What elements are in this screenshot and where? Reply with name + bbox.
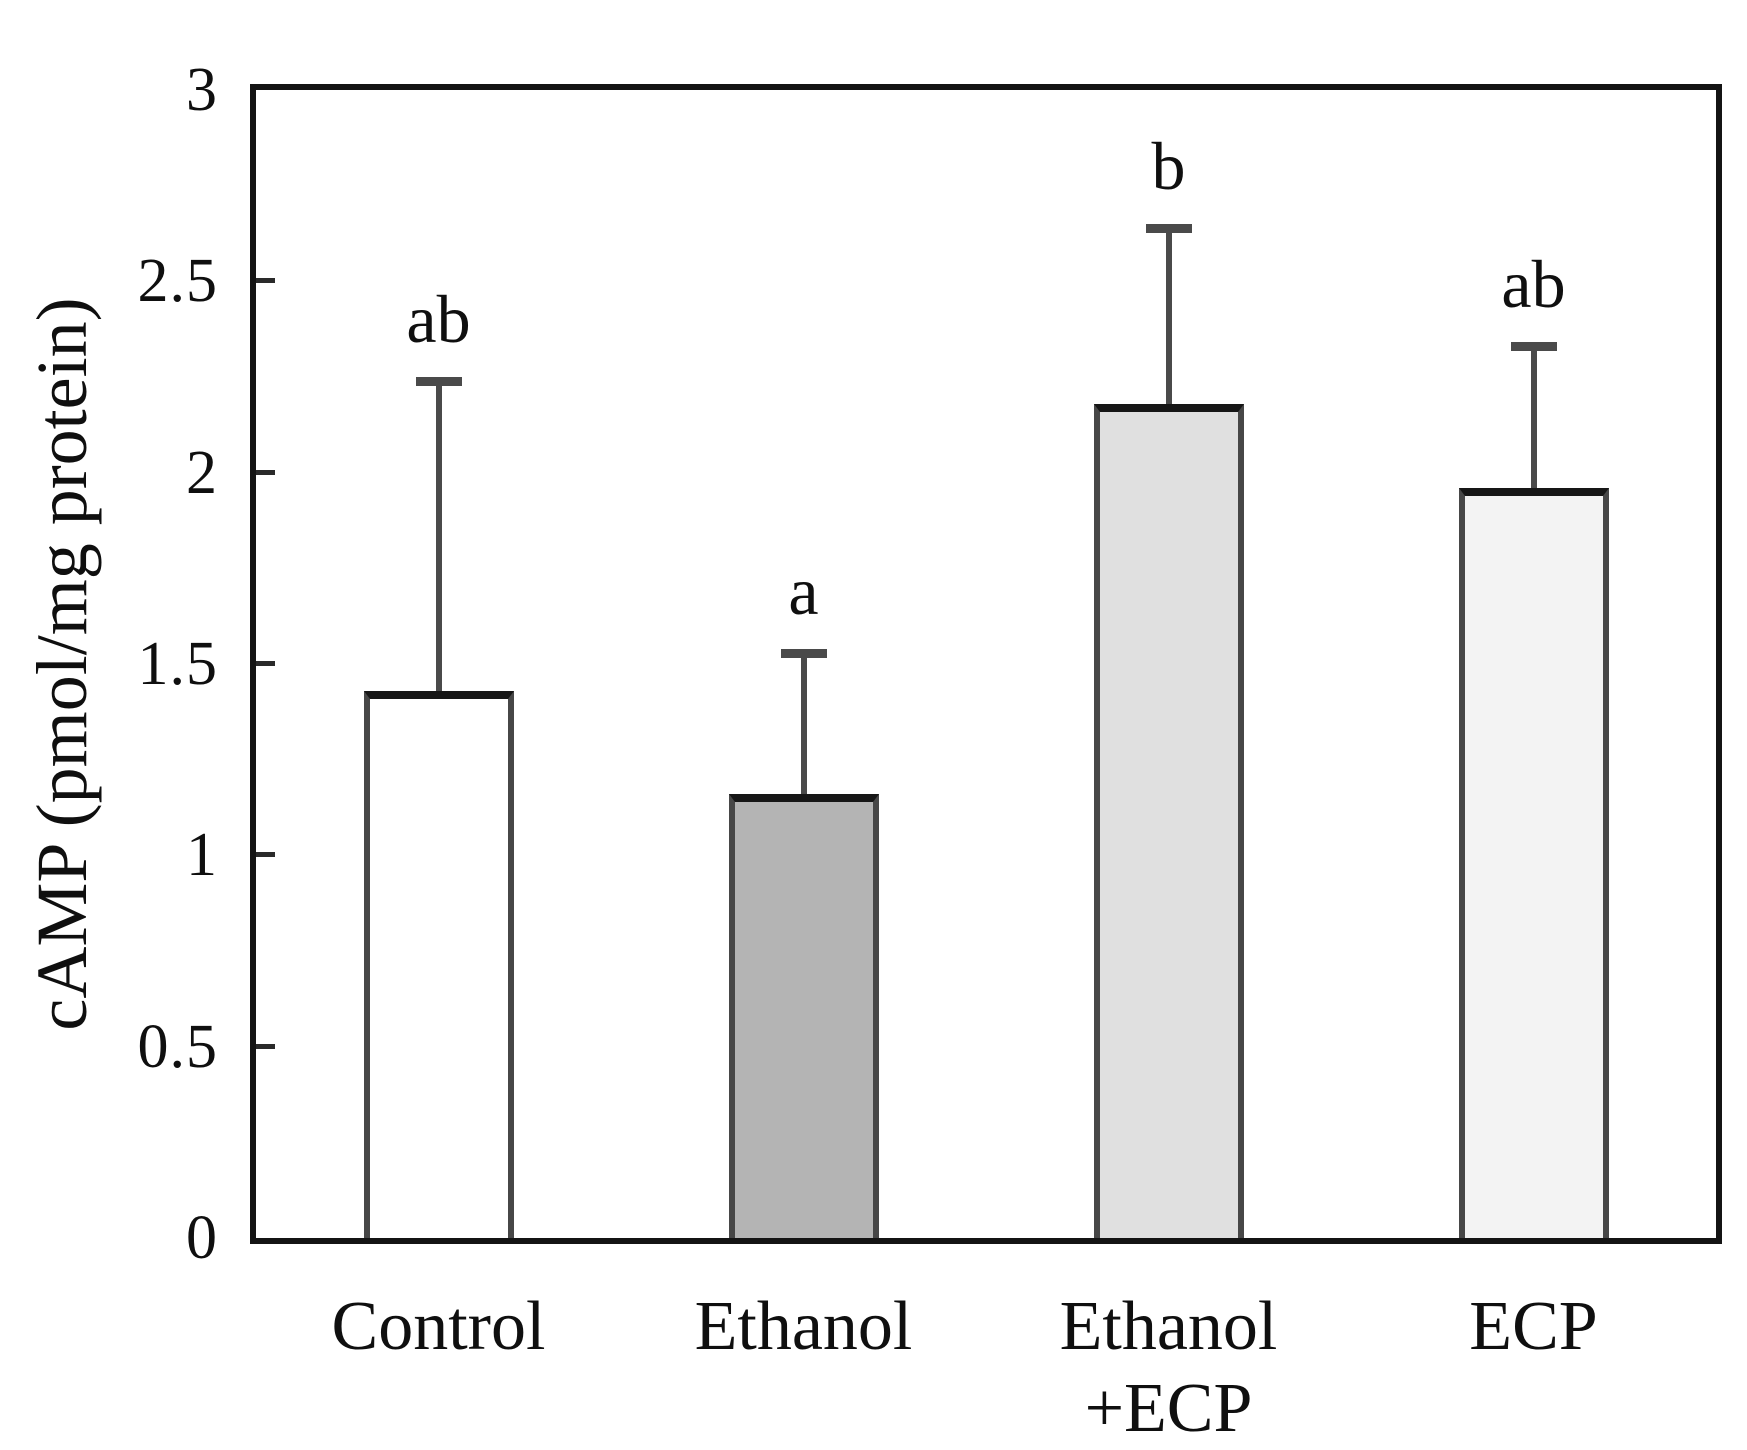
y-tick-label: 2.5 xyxy=(137,247,218,316)
x-tick-label: Ethanol xyxy=(695,1286,913,1368)
error-bar-cap xyxy=(1145,223,1192,233)
significance-letter: b xyxy=(1151,127,1186,204)
plot-area: ab a b ab xyxy=(250,84,1722,1244)
x-tick-label-line: Ethanol xyxy=(694,1288,913,1365)
error-bar xyxy=(435,380,442,691)
y-tick-label: 3 xyxy=(186,56,218,124)
y-axis-tick xyxy=(256,469,275,475)
x-tick-labels: Control Ethanol Ethanol +ECP ECP xyxy=(256,1286,1716,1450)
x-tick-label-line: Ethanol xyxy=(1059,1288,1278,1365)
error-bar-cap xyxy=(780,648,827,658)
y-axis-tick xyxy=(256,278,275,284)
x-tick-label: Ethanol +ECP xyxy=(1060,1286,1278,1450)
y-tick-label: 1 xyxy=(186,821,218,890)
significance-letter: ab xyxy=(406,280,471,357)
y-tick-label: 1.5 xyxy=(137,630,218,698)
bar-ethanol-ecp xyxy=(1093,403,1244,1238)
significance-letter: a xyxy=(788,552,819,629)
error-bar xyxy=(1530,346,1537,488)
y-axis-tick xyxy=(256,852,275,858)
error-bar-cap xyxy=(415,376,462,386)
x-tick-label: ECP xyxy=(1469,1286,1597,1368)
y-axis-tick xyxy=(256,661,275,666)
significance-letter: ab xyxy=(1501,246,1566,323)
x-tick-label-line: +ECP xyxy=(1084,1370,1253,1447)
y-tick-label: 2 xyxy=(186,438,218,507)
bar-control xyxy=(363,690,514,1238)
x-tick-label: Control xyxy=(332,1286,546,1368)
y-axis-tick xyxy=(256,1043,275,1049)
x-tick-label-line: Control xyxy=(331,1288,546,1365)
bar-ethanol xyxy=(728,794,879,1238)
error-bar xyxy=(800,652,807,795)
x-tick-label-line: ECP xyxy=(1469,1288,1598,1365)
bar-ecp xyxy=(1458,487,1609,1238)
error-bar xyxy=(1165,227,1172,404)
y-tick-label: 0 xyxy=(186,1204,218,1272)
y-tick-labels: 0 0.5 1 1.5 2 2.5 3 xyxy=(0,0,218,1450)
error-bar-cap xyxy=(1510,342,1557,352)
y-tick-label: 0.5 xyxy=(137,1012,218,1081)
